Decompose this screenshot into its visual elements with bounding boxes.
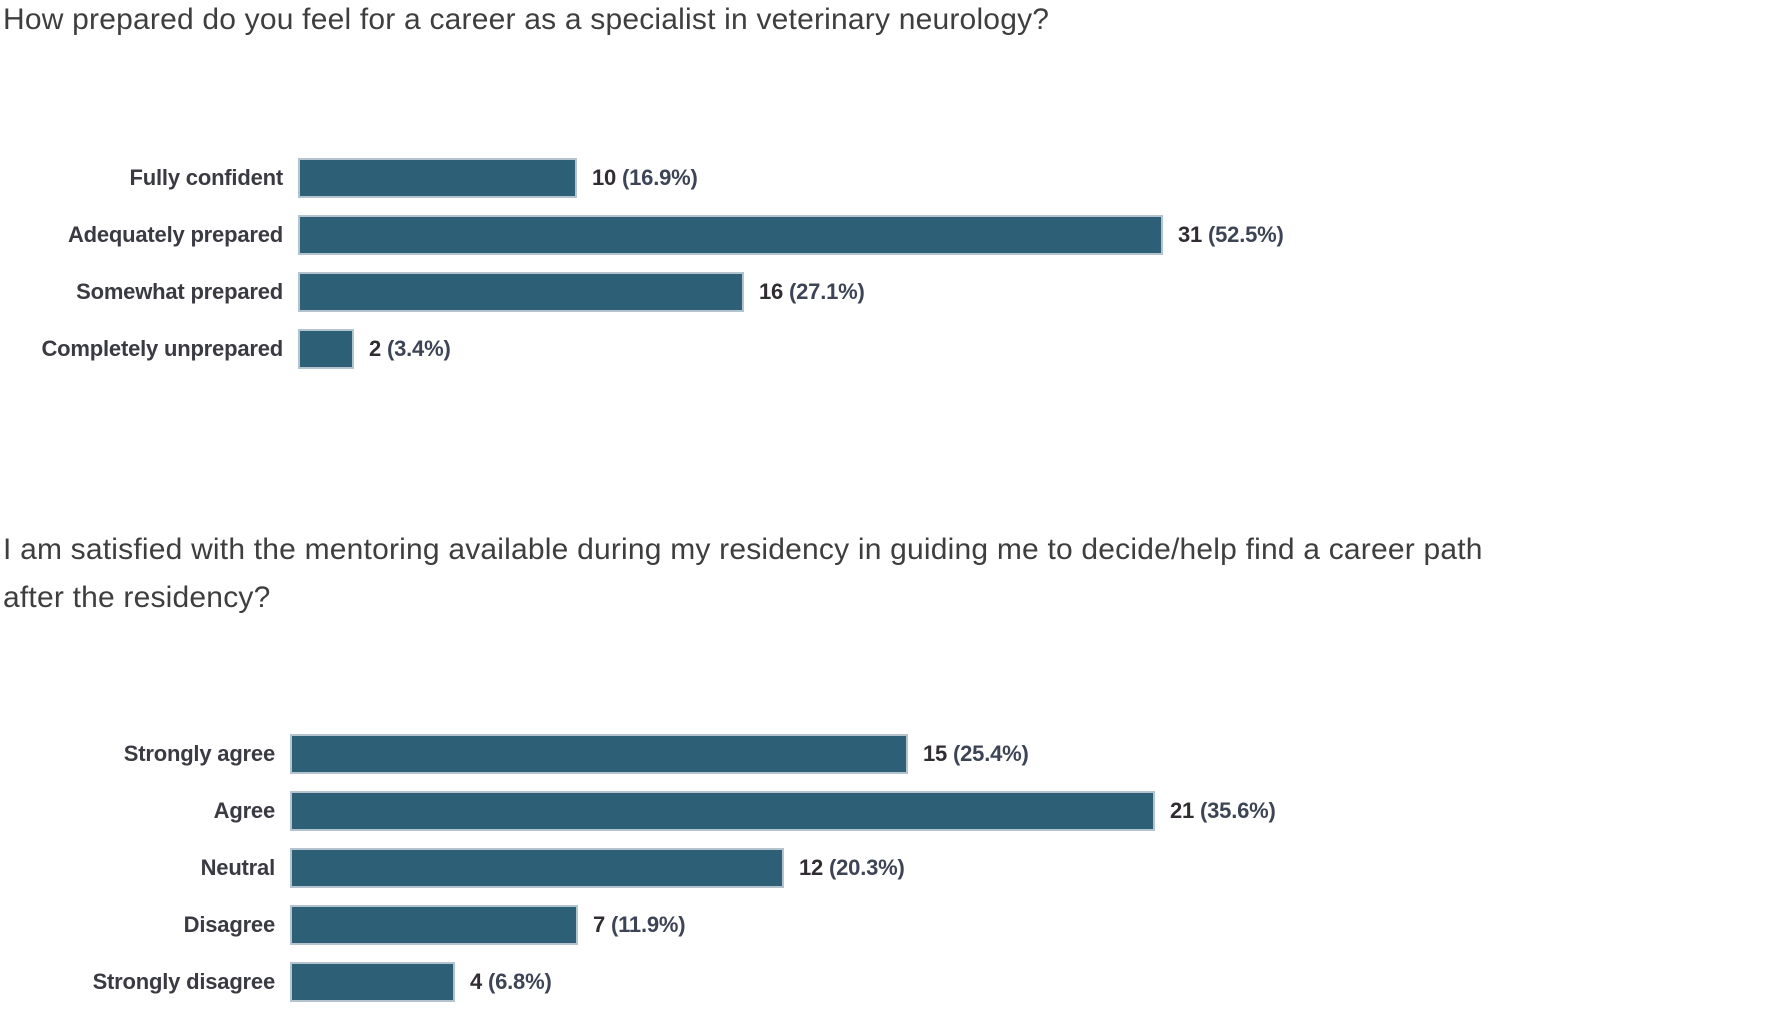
value-count: 21 <box>1170 798 1195 823</box>
question-1-title: How prepared do you feel for a career as… <box>3 0 1503 40</box>
bar-row: Fully confident 10 (16.9%) <box>0 158 1284 198</box>
value-count: 2 <box>369 336 382 361</box>
value-label: 21 (35.6%) <box>1170 798 1276 824</box>
value-count: 15 <box>923 741 948 766</box>
bar-row: Strongly agree 15 (25.4%) <box>0 734 1276 774</box>
bar <box>290 734 908 774</box>
bar <box>290 848 784 888</box>
value-label: 16 (27.1%) <box>759 279 865 305</box>
bar-row: Strongly disagree 4 (6.8%) <box>0 962 1276 1002</box>
question-2-title-line-1: I am satisfied with the mentoring availa… <box>3 533 1483 566</box>
question-1-title-line: How prepared do you feel for a career as… <box>3 3 1050 36</box>
value-label: 4 (6.8%) <box>470 969 552 995</box>
category-label: Strongly disagree <box>92 969 276 994</box>
bar <box>290 905 578 945</box>
value-label: 2 (3.4%) <box>369 336 451 362</box>
category-label: Completely unprepared <box>41 336 283 361</box>
category-label: Somewhat prepared <box>76 279 283 304</box>
value-percent: (11.9%) <box>610 912 686 937</box>
bar-row: Agree 21 (35.6%) <box>0 791 1276 831</box>
value-label: 31 (52.5%) <box>1178 222 1284 248</box>
bar-row: Adequately prepared 31 (52.5%) <box>0 215 1284 255</box>
bar <box>290 791 1155 831</box>
category-label: Disagree <box>183 912 276 937</box>
value-count: 31 <box>1178 222 1203 247</box>
value-label: 12 (20.3%) <box>799 855 905 881</box>
bar-row: Somewhat prepared 16 (27.1%) <box>0 272 1284 312</box>
value-percent: (25.4%) <box>953 741 1029 766</box>
bar-row: Neutral 12 (20.3%) <box>0 848 1276 888</box>
value-count: 16 <box>759 279 784 304</box>
bar-row: Disagree 7 (11.9%) <box>0 905 1276 945</box>
value-percent: (27.1%) <box>789 279 865 304</box>
value-percent: (20.3%) <box>829 855 905 880</box>
bar-row: Completely unprepared 2 (3.4%) <box>0 329 1284 369</box>
question-1-bar-chart: Fully confident 10 (16.9%) Adequately prep… <box>0 158 1284 386</box>
category-label: Adequately prepared <box>67 222 283 247</box>
value-label: 10 (16.9%) <box>592 165 698 191</box>
bar <box>298 329 354 369</box>
category-label: Neutral <box>200 855 276 880</box>
bar <box>298 158 577 198</box>
value-count: 7 <box>593 912 606 937</box>
value-percent: (35.6%) <box>1200 798 1276 823</box>
value-label: 15 (25.4%) <box>923 741 1029 767</box>
question-2-bar-chart: Strongly agree 15 (25.4%) Agree 21 (35.6%) N… <box>0 734 1276 1010</box>
value-percent: (3.4%) <box>386 336 451 361</box>
category-label: Strongly agree <box>123 741 275 766</box>
category-label: Fully confident <box>129 165 284 190</box>
value-label: 7 (11.9%) <box>593 912 686 938</box>
value-count: 12 <box>799 855 824 880</box>
question-2-title-line-2: after the residency? <box>3 581 271 614</box>
value-percent: (16.9%) <box>622 165 698 190</box>
value-count: 4 <box>470 969 483 994</box>
bar <box>290 962 455 1002</box>
question-2-title: I am satisfied with the mentoring availa… <box>3 526 1771 622</box>
value-count: 10 <box>592 165 617 190</box>
bar <box>298 272 744 312</box>
category-label: Agree <box>213 798 276 823</box>
value-percent: (52.5%) <box>1208 222 1284 247</box>
value-percent: (6.8%) <box>487 969 552 994</box>
bar <box>298 215 1163 255</box>
